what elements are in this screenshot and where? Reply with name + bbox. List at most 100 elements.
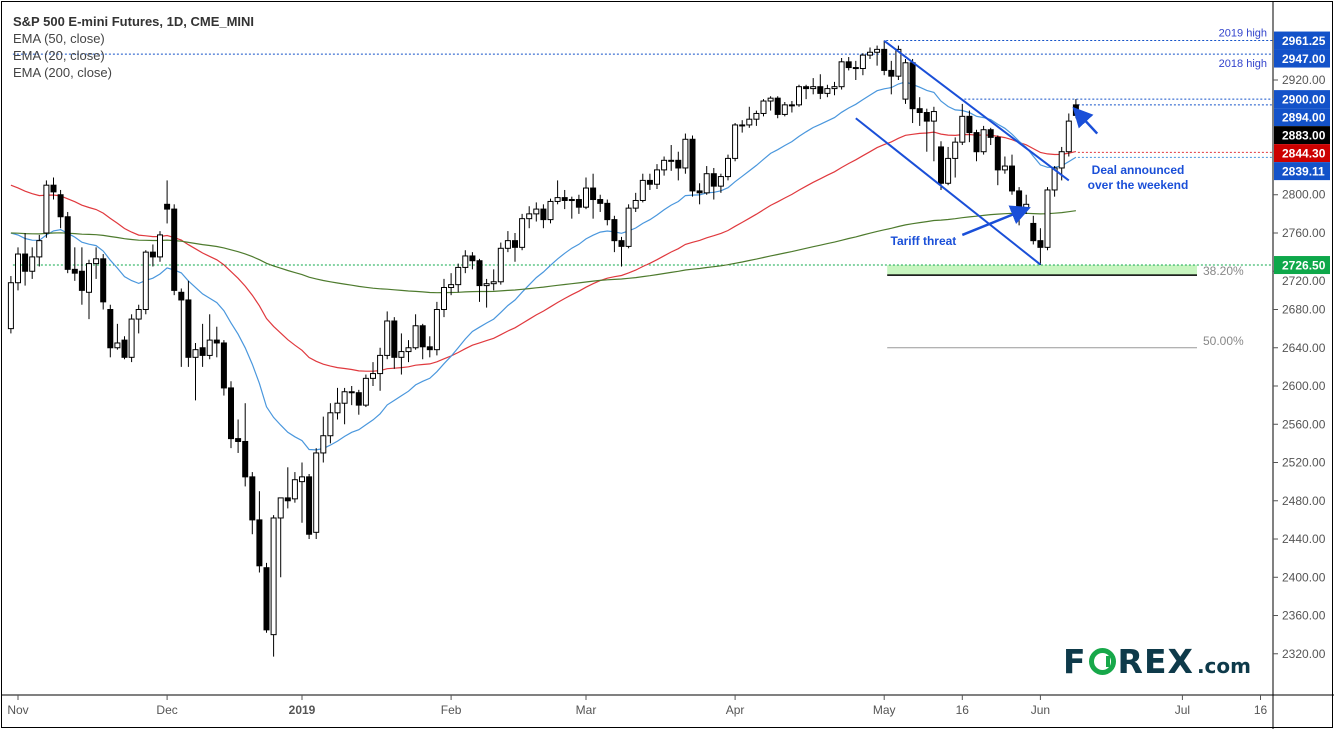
candle[interactable]: [817, 74, 824, 100]
candle[interactable]: [590, 173, 597, 219]
candle[interactable]: [994, 135, 1001, 186]
legend-ema-50[interactable]: EMA (50, close): [13, 31, 105, 46]
candle[interactable]: [277, 497, 284, 578]
candle[interactable]: [959, 103, 966, 146]
candle[interactable]: [497, 242, 504, 285]
candle[interactable]: [597, 194, 604, 212]
candle[interactable]: [618, 236, 625, 267]
candle[interactable]: [483, 278, 490, 308]
candle[interactable]: [1037, 228, 1044, 266]
candle[interactable]: [753, 110, 760, 126]
candle[interactable]: [185, 280, 192, 367]
candle[interactable]: [320, 416, 327, 463]
candle[interactable]: [313, 448, 320, 540]
candle[interactable]: [412, 314, 419, 350]
annotation-arrow[interactable]: [1072, 106, 1099, 135]
candle[interactable]: [348, 386, 355, 406]
candle[interactable]: [1009, 154, 1015, 195]
candle[interactable]: [441, 278, 447, 318]
candle[interactable]: [867, 47, 873, 59]
candle[interactable]: [661, 156, 668, 176]
channel-line-lower[interactable]: [855, 117, 1042, 266]
candle[interactable]: [114, 323, 121, 350]
candle[interactable]: [625, 204, 632, 249]
candle[interactable]: [675, 151, 682, 181]
candle[interactable]: [710, 167, 717, 200]
candle[interactable]: [270, 515, 277, 657]
candle[interactable]: [703, 166, 710, 195]
candle[interactable]: [760, 99, 767, 117]
candle[interactable]: [682, 133, 689, 174]
candle[interactable]: [1044, 187, 1051, 251]
candle[interactable]: [909, 58, 916, 124]
candle[interactable]: [561, 189, 568, 210]
candle[interactable]: [334, 387, 341, 420]
candle[interactable]: [852, 60, 859, 80]
legend-ema-20[interactable]: EMA (20, close): [13, 48, 105, 63]
candle[interactable]: [299, 462, 305, 523]
candle[interactable]: [1001, 156, 1008, 174]
candle[interactable]: [291, 472, 298, 503]
candle[interactable]: [171, 204, 178, 296]
candle[interactable]: [874, 45, 881, 66]
candle[interactable]: [646, 173, 653, 190]
candle[interactable]: [604, 199, 611, 226]
candle[interactable]: [859, 53, 866, 76]
candle[interactable]: [888, 60, 895, 95]
candle[interactable]: [121, 336, 128, 360]
candle[interactable]: [142, 250, 149, 315]
candle[interactable]: [1051, 166, 1058, 197]
candle[interactable]: [788, 101, 795, 113]
candle[interactable]: [7, 276, 14, 334]
candle[interactable]: [50, 177, 57, 200]
candle[interactable]: [242, 403, 249, 487]
candle[interactable]: [902, 58, 909, 104]
candle[interactable]: [916, 97, 923, 126]
candle[interactable]: [824, 84, 831, 98]
candle[interactable]: [881, 40, 888, 76]
candle[interactable]: [938, 141, 944, 190]
candle[interactable]: [1072, 99, 1079, 119]
candle[interactable]: [22, 233, 29, 286]
candle[interactable]: [490, 269, 497, 291]
candle[interactable]: [164, 180, 171, 224]
candle[interactable]: [78, 247, 85, 305]
candle[interactable]: [774, 96, 781, 119]
candle[interactable]: [36, 234, 43, 267]
candle[interactable]: [341, 387, 348, 425]
candle[interactable]: [29, 247, 36, 279]
candle[interactable]: [739, 120, 746, 133]
candle[interactable]: [426, 336, 433, 358]
candle[interactable]: [128, 314, 135, 363]
candle[interactable]: [654, 164, 660, 190]
candle[interactable]: [689, 135, 696, 197]
candle[interactable]: [512, 233, 518, 262]
candle[interactable]: [568, 196, 575, 219]
candle[interactable]: [86, 259, 92, 320]
candle[interactable]: [973, 129, 980, 162]
candle[interactable]: [547, 198, 554, 224]
candle[interactable]: [64, 211, 71, 274]
candle[interactable]: [284, 467, 291, 509]
channel-line-upper[interactable]: [883, 39, 1070, 182]
candle[interactable]: [966, 110, 973, 143]
candle[interactable]: [930, 106, 937, 162]
candle[interactable]: [199, 323, 206, 367]
candle[interactable]: [725, 154, 731, 181]
candle[interactable]: [419, 323, 426, 360]
candle[interactable]: [732, 123, 739, 162]
candle[interactable]: [377, 347, 384, 391]
candle[interactable]: [370, 362, 376, 387]
candle[interactable]: [433, 301, 440, 356]
candle[interactable]: [220, 340, 227, 396]
candle[interactable]: [810, 78, 817, 95]
candle[interactable]: [987, 127, 994, 146]
candle[interactable]: [476, 258, 483, 302]
candle[interactable]: [1065, 113, 1072, 157]
candle[interactable]: [519, 213, 526, 251]
candle[interactable]: [945, 146, 952, 186]
candle[interactable]: [157, 231, 163, 262]
candle[interactable]: [980, 125, 987, 155]
candle[interactable]: [135, 304, 142, 334]
